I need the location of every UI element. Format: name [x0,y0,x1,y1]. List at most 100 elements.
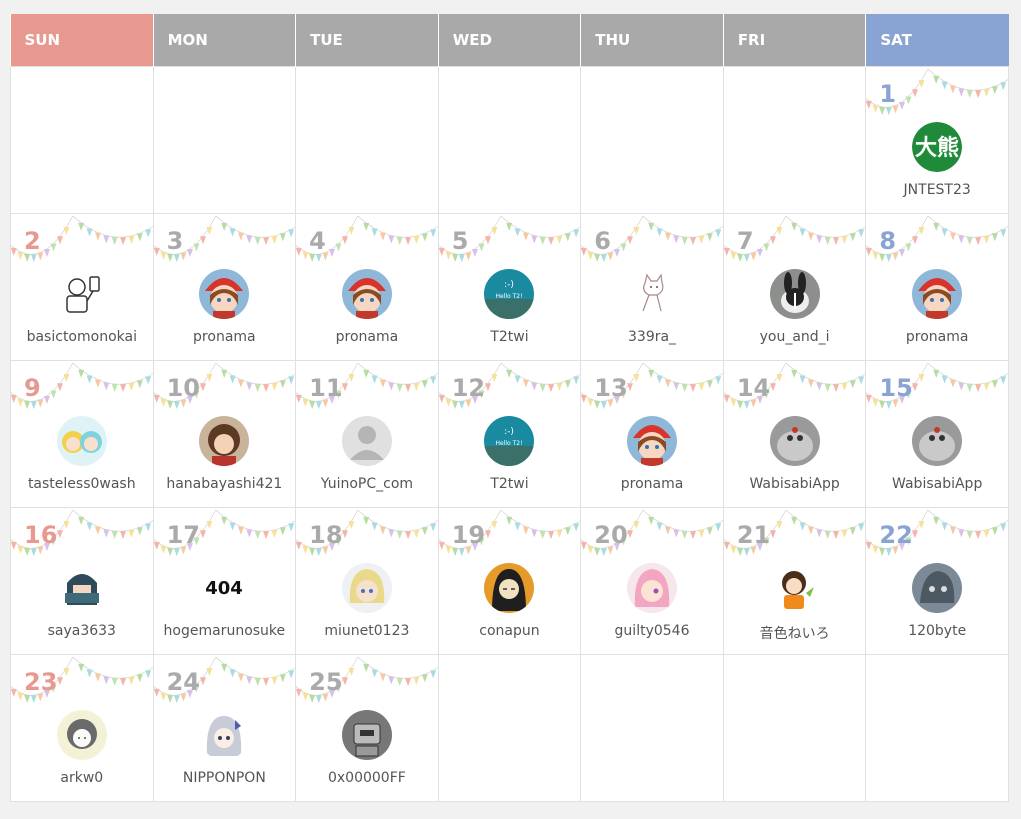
day-cell[interactable]: 12:-) Hello T2! T2twi [437,359,582,508]
day-cell[interactable]: 24 NIPPONPON [152,653,297,802]
day-number: 2 [24,226,41,255]
bunting-decoration [154,509,295,556]
day-cell[interactable]: 18 miunet0123 [295,506,439,655]
user-avatar[interactable] [341,709,392,760]
day-cell[interactable]: 3 pronama [152,212,297,361]
day-number: 19 [451,520,486,549]
empty-day-cell [722,653,867,802]
day-cell[interactable]: 4 pronama [295,212,439,361]
user-avatar[interactable] [199,709,250,760]
bunting-decoration [866,509,1008,556]
empty-day-cell [10,65,154,214]
username-link[interactable]: pronama [905,328,969,345]
svg-text:Hello T2!: Hello T2! [496,440,523,447]
day-number: 3 [166,226,184,255]
user-avatar[interactable] [341,415,392,466]
username-link[interactable]: pronama [620,475,684,492]
username-link[interactable]: WabisabiApp [892,475,983,492]
day-cell[interactable]: 5:-) Hello T2! T2twi [437,212,582,361]
day-cell[interactable]: 16 saya3633 [10,506,154,655]
day-number: 13 [594,373,628,402]
day-cell[interactable]: 9 tasteless0wash [10,359,154,508]
user-avatar[interactable] [56,562,107,613]
username-link[interactable]: you_and_i [759,328,830,345]
username-link[interactable]: guilty0546 [614,622,690,639]
user-avatar[interactable] [56,709,107,760]
user-avatar[interactable] [769,562,820,613]
user-avatar[interactable] [56,415,107,466]
username-link[interactable]: WabisabiApp [749,475,840,492]
user-avatar[interactable] [199,415,250,466]
day-number: 16 [24,520,58,549]
user-avatar[interactable] [769,268,820,319]
day-cell[interactable]: 13 pronama [580,359,724,508]
user-avatar[interactable] [627,562,678,613]
user-avatar[interactable] [769,415,820,466]
day-cell[interactable]: 2 basictomonokai [10,212,154,361]
svg-text:Hello T2!: Hello T2! [496,293,523,300]
username-link[interactable]: hogemarunosuke [163,622,286,639]
day-cell[interactable]: 10 hanabayashi421 [152,359,297,508]
day-cell[interactable]: 6 339ra_ [580,212,724,361]
bunting-decoration [581,509,723,556]
username-link[interactable]: miunet0123 [324,622,410,639]
day-number: 24 [166,667,200,696]
day-cell[interactable]: 25 0x00000FF [295,653,439,802]
user-avatar[interactable] [56,268,107,319]
day-cell[interactable]: 7 you_and_i [722,212,867,361]
username-link[interactable]: pronama [335,328,399,345]
username-link[interactable]: pronama [193,328,256,345]
bunting-decoration [11,509,153,556]
week-row: 23 arkw0 24 NIPPONPON 25 0x00000FF [10,653,1009,802]
user-avatar[interactable]: :-) Hello T2! [484,268,535,319]
day-number: 7 [736,226,754,255]
user-avatar[interactable] [484,562,535,613]
username-link[interactable]: 0x00000FF [327,769,406,786]
day-cell[interactable]: 19 conapun [437,506,582,655]
username-link[interactable]: basictomonokai [26,328,137,345]
username-link[interactable]: saya3633 [47,622,116,639]
day-cell[interactable]: 20 guilty0546 [580,506,724,655]
username-link[interactable]: 音色ねいろ [759,625,830,642]
day-cell[interactable]: 23 arkw0 [10,653,154,802]
day-cell[interactable]: 14 WabisabiApp [722,359,867,508]
day-cell[interactable]: 21 音色ねいろ [722,506,867,655]
username-link[interactable]: YuinoPC_com [320,475,414,492]
user-avatar[interactable] [199,268,250,319]
user-avatar[interactable] [341,268,392,319]
day-number: 11 [309,373,343,402]
username-link[interactable]: 339ra_ [628,328,677,345]
day-cell[interactable]: 8 pronama [865,212,1009,361]
username-link[interactable]: JNTEST23 [903,181,971,198]
bunting-decoration [11,656,153,703]
day-cell[interactable]: 11 YuinoPC_com [295,359,439,508]
user-avatar[interactable]: 大熊 [912,121,963,172]
day-cell[interactable]: 17 404 hogemarunosuke [152,506,297,655]
user-avatar[interactable] [912,268,963,319]
user-avatar[interactable] [341,562,392,613]
username-link[interactable]: T2twi [490,328,529,345]
user-avatar[interactable] [627,415,678,466]
day-number: 15 [879,373,913,402]
day-cell[interactable]: 15 WabisabiApp [865,359,1009,508]
user-avatar[interactable]: 404 [199,562,250,613]
empty-day-cell [437,653,582,802]
day-number: 10 [166,373,200,402]
day-cell[interactable]: 1 大熊 JNTEST23 [865,65,1009,214]
username-link[interactable]: hanabayashi421 [166,475,283,492]
empty-day-cell [437,65,582,214]
bunting-decoration [296,215,438,262]
user-avatar[interactable] [912,415,963,466]
username-link[interactable]: T2twi [490,475,529,492]
user-avatar[interactable] [627,268,678,319]
username-link[interactable]: 120byte [908,622,967,639]
username-link[interactable]: conapun [479,622,540,639]
user-avatar[interactable] [912,562,963,613]
day-number: 14 [736,373,771,402]
user-avatar[interactable]: :-) Hello T2! [484,415,535,466]
bunting-decoration [724,215,865,262]
username-link[interactable]: tasteless0wash [27,475,136,492]
day-cell[interactable]: 22 120byte [865,506,1009,655]
username-link[interactable]: arkw0 [60,769,104,786]
username-link[interactable]: NIPPONPON [182,769,266,786]
